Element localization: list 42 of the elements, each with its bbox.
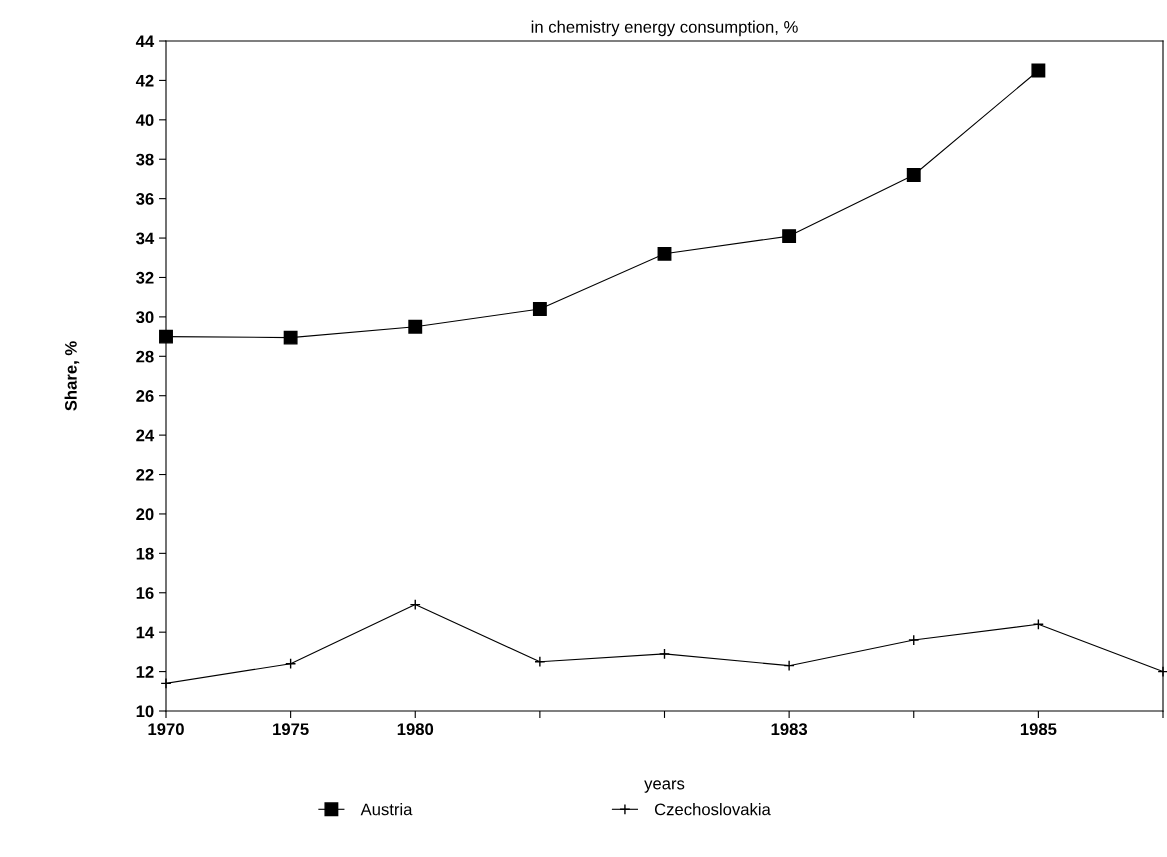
y-tick-label: 32	[136, 271, 154, 284]
point	[906, 168, 921, 182]
y-tick-label: 18	[136, 547, 154, 560]
y-tick-label: 36	[136, 193, 154, 205]
point	[658, 648, 671, 660]
point	[408, 319, 423, 334]
legend-label: Austria	[360, 803, 413, 816]
y-tick-label: 12	[136, 665, 154, 678]
legend-label: Czechoslovakia	[654, 803, 771, 816]
y-tick-label: 24	[136, 429, 155, 442]
y-tick-label: 10	[136, 705, 154, 718]
y-tick-label: 38	[136, 153, 154, 166]
y-tick-label: 42	[135, 74, 154, 87]
x-tick-label: 1970	[148, 723, 184, 736]
x-tick-label: 1980	[397, 723, 434, 736]
x-axis-title: years	[644, 780, 685, 793]
y-axis-title: Share, %	[64, 341, 80, 411]
y-tick-label: 22	[136, 468, 154, 481]
point	[409, 599, 421, 611]
y-tick-label: 16	[136, 587, 154, 599]
point	[782, 229, 797, 244]
point	[1031, 63, 1046, 78]
x-tick-label: 1985	[1020, 723, 1057, 736]
point	[283, 330, 298, 345]
point	[534, 656, 546, 668]
chart-title: in chemistry energy consumption, %	[531, 20, 798, 37]
x-tick-label: 1983	[771, 723, 808, 736]
y-tick-label: 14	[136, 626, 155, 639]
y-tick-label: 20	[136, 508, 154, 521]
point	[783, 660, 795, 672]
y-tick-label: 28	[136, 350, 154, 363]
y-tick-label: 26	[136, 390, 154, 402]
point	[1032, 618, 1044, 630]
point	[908, 634, 920, 646]
point	[532, 302, 547, 316]
x-tick-label: 1975	[273, 723, 309, 736]
y-tick-label: 30	[136, 311, 154, 324]
y-tick-label: 34	[136, 232, 155, 245]
point	[657, 246, 672, 261]
point	[285, 658, 297, 670]
y-tick-label: 44	[135, 35, 155, 48]
y-tick-label: 40	[135, 114, 154, 127]
